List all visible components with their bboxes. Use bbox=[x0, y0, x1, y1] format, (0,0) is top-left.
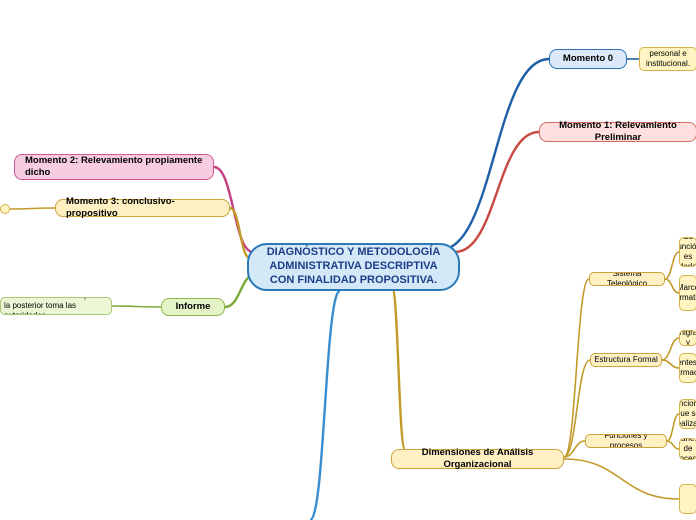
node-node: Manera de procesar bbox=[679, 438, 696, 460]
center-node[interactable]: DIAGNÓSTICO Y METODOLOGÍA ADMINISTRATIVA… bbox=[247, 243, 460, 291]
node-node: Proceso previo de acceso a la organizaci… bbox=[639, 47, 696, 71]
momento0-node[interactable]: Momento 0 bbox=[549, 49, 627, 69]
node-label: Momento 2: Relevamiento propiamente dich… bbox=[25, 155, 203, 179]
node-label: Estructura Formal bbox=[594, 355, 658, 365]
node-label: Funciones que se realizan bbox=[679, 399, 696, 429]
node-node bbox=[0, 204, 10, 214]
node-label: Informe bbox=[176, 301, 211, 313]
func-node: Funciones y procesos bbox=[585, 434, 667, 448]
node-node: Fuentes de información bbox=[679, 353, 696, 383]
node-node: resultados del estudio para la posterior… bbox=[0, 297, 112, 315]
momento1-node[interactable]: Momento 1: Relevamiento Preliminar bbox=[539, 122, 696, 142]
momento3-node[interactable]: Momento 3: conclusivo- propositivo bbox=[55, 199, 230, 217]
node-label: Funciones y procesos bbox=[589, 434, 663, 448]
estr-node: Estructura Formal bbox=[590, 353, 662, 367]
node-label: Proceso previo de acceso a la organizaci… bbox=[643, 47, 693, 71]
node-node: Marco normativo bbox=[679, 275, 696, 311]
informe-node[interactable]: Informe bbox=[161, 298, 225, 316]
center-node-label: DIAGNÓSTICO Y METODOLOGÍA ADMINISTRATIVA… bbox=[259, 246, 448, 287]
node-label: Fuentes de información bbox=[679, 358, 696, 378]
node-label: Sistema Teleológico bbox=[593, 272, 661, 286]
node-node: Según organigramas y documentación bbox=[679, 330, 696, 346]
node-label: Momento 1: Relevamiento Preliminar bbox=[550, 120, 686, 144]
node-label: Momento 3: conclusivo- propositivo bbox=[66, 196, 219, 220]
momento2-node[interactable]: Momento 2: Relevamiento propiamente dich… bbox=[14, 154, 214, 180]
node-label: Dimensiones de Análisis Organizacional bbox=[402, 447, 553, 471]
node-label: resultados del estudio para la posterior… bbox=[4, 297, 108, 315]
dimensiones-node[interactable]: Dimensiones de Análisis Organizacional bbox=[391, 449, 564, 469]
node-label: Según organigramas y documentación bbox=[679, 330, 696, 346]
node-label: Manera de procesar bbox=[679, 438, 696, 460]
node-label: Momento 0 bbox=[563, 53, 613, 65]
node-node: Funciones que se realizan bbox=[679, 399, 696, 429]
node-node: Su función es darle bbox=[679, 237, 696, 267]
node-label: Marco normativo bbox=[679, 283, 696, 303]
node-label: Su función es darle bbox=[679, 237, 696, 267]
sist-node: Sistema Teleológico bbox=[589, 272, 665, 286]
extra-node bbox=[679, 484, 696, 514]
